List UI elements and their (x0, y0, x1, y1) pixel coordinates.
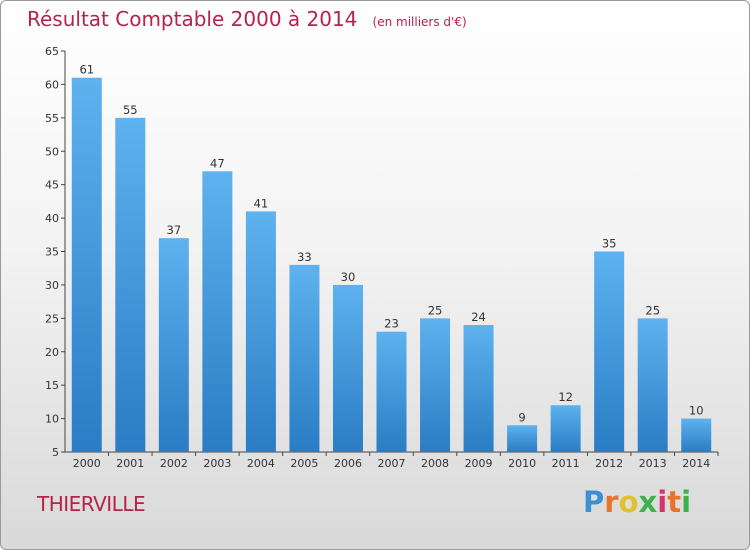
city-name: THIERVILLE (37, 492, 146, 516)
chart-title: Résultat Comptable 2000 à 2014 (en milli… (27, 7, 467, 31)
data-label: 10 (689, 404, 704, 418)
x-tick-label: 2005 (290, 457, 318, 470)
title-unit: (en milliers d'€) (372, 15, 467, 29)
data-label: 33 (297, 250, 312, 264)
y-tick-label: 20 (45, 346, 59, 359)
logo-letter: x (638, 485, 658, 519)
x-tick-label: 2003 (203, 457, 231, 470)
x-tick-label: 2009 (465, 457, 493, 470)
data-label: 9 (518, 410, 525, 424)
bar (158, 238, 189, 452)
bar (594, 251, 625, 452)
bar (681, 418, 712, 452)
title-main: Résultat Comptable 2000 à 2014 (27, 7, 358, 31)
x-tick-label: 2007 (378, 457, 406, 470)
data-label: 35 (602, 237, 617, 251)
y-tick-label: 45 (45, 179, 59, 192)
bar (550, 405, 581, 452)
bar (71, 77, 102, 452)
data-label: 30 (341, 270, 356, 284)
logo-letter: r (604, 485, 619, 519)
data-label: 23 (384, 317, 399, 331)
x-tick-label: 2008 (421, 457, 449, 470)
data-label: 25 (645, 303, 660, 317)
data-label: 37 (167, 223, 182, 237)
bar (463, 325, 494, 452)
y-tick-label: 55 (45, 112, 59, 125)
x-tick-label: 2002 (160, 457, 188, 470)
x-tick-label: 2012 (595, 457, 623, 470)
bar (507, 425, 538, 452)
data-label: 61 (79, 63, 94, 77)
bar (332, 284, 363, 452)
data-label: 12 (558, 390, 573, 404)
logo-letter: P (583, 485, 605, 519)
data-label: 47 (210, 156, 225, 170)
x-tick-label: 2013 (639, 457, 667, 470)
x-tick-label: 2004 (247, 457, 275, 470)
y-tick-label: 35 (45, 246, 59, 259)
bar (637, 318, 668, 452)
logo-letter: i (657, 485, 668, 519)
logo-letter: t (667, 485, 682, 519)
data-label: 24 (471, 310, 486, 324)
bar (202, 171, 233, 453)
x-tick-label: 2006 (334, 457, 362, 470)
logo-letter: o (618, 485, 639, 519)
data-label: 41 (254, 196, 269, 210)
x-tick-label: 2010 (508, 457, 536, 470)
y-tick-label: 25 (45, 312, 59, 325)
y-tick-label: 15 (45, 379, 59, 392)
data-label: 55 (123, 103, 138, 117)
y-tick-label: 5 (52, 446, 59, 459)
bar (376, 331, 407, 452)
x-tick-label: 2011 (552, 457, 580, 470)
y-tick-label: 30 (45, 279, 59, 292)
y-tick-label: 50 (45, 145, 59, 158)
x-tick-label: 2000 (73, 457, 101, 470)
x-tick-label: 2001 (116, 457, 144, 470)
bar (289, 264, 320, 452)
logo-letter: i (681, 485, 692, 519)
y-tick-label: 40 (45, 212, 59, 225)
bar (115, 117, 146, 452)
y-tick-label: 10 (45, 413, 59, 426)
y-tick-label: 65 (45, 45, 59, 58)
bar (245, 211, 276, 452)
bar (420, 318, 451, 452)
y-tick-label: 60 (45, 78, 59, 91)
proxiti-logo: Proxiti (583, 485, 691, 519)
data-label: 25 (428, 303, 443, 317)
x-tick-label: 2014 (682, 457, 710, 470)
